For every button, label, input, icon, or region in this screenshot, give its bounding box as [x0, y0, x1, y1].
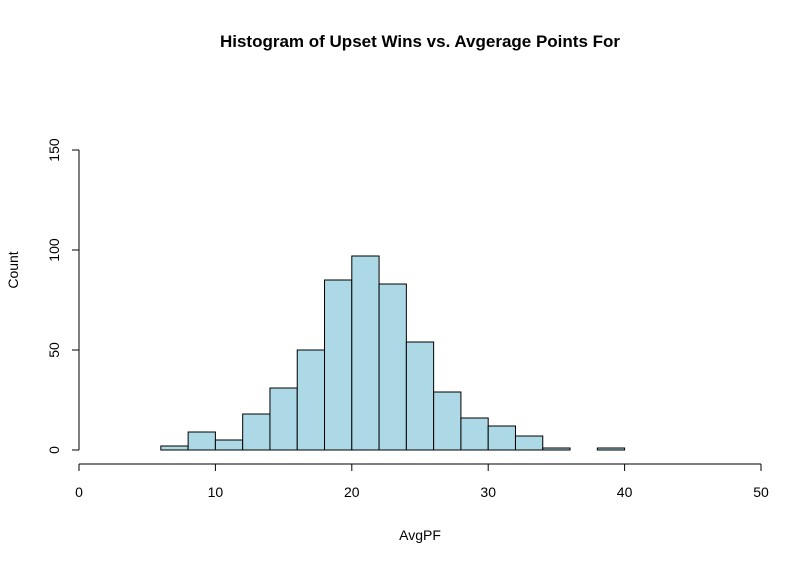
- histogram-bar: [514, 435, 544, 451]
- histogram-bar: [296, 349, 326, 451]
- histogram-bar: [460, 417, 489, 451]
- histogram-bar: [487, 425, 516, 451]
- histogram-bar: [433, 391, 462, 451]
- histogram-bar: [187, 431, 216, 451]
- histogram-bar: [378, 283, 407, 451]
- y-tick-label: 150: [46, 138, 62, 162]
- x-tick-label: 0: [75, 484, 83, 500]
- x-tick-label: 40: [617, 484, 633, 500]
- y-axis-ticks: 0 50 100 150: [46, 138, 79, 454]
- x-axis-ticks: 0 10 20 30 40 50: [75, 464, 769, 500]
- histogram-bar: [351, 255, 380, 451]
- x-tick-label: 10: [208, 484, 224, 500]
- histogram-bar: [214, 439, 244, 451]
- histogram-bar: [324, 279, 353, 451]
- histogram-bar: [242, 413, 271, 451]
- y-tick-label: 50: [46, 342, 62, 358]
- histogram-bar: [596, 447, 626, 451]
- bars-group: [160, 255, 626, 451]
- y-tick-label: 0: [46, 446, 62, 454]
- chart-title: Histogram of Upset Wins vs. Avgerage Poi…: [220, 32, 620, 51]
- x-tick-label: 50: [753, 484, 769, 500]
- x-tick-label: 30: [480, 484, 496, 500]
- histogram-bar: [269, 387, 298, 451]
- histogram-bar: [405, 341, 435, 451]
- x-axis-label: AvgPF: [399, 527, 441, 543]
- x-tick-label: 20: [344, 484, 360, 500]
- histogram-bar: [542, 447, 571, 451]
- histogram-bar: [160, 445, 189, 451]
- y-tick-label: 100: [46, 238, 62, 262]
- y-axis-label: Count: [5, 251, 21, 288]
